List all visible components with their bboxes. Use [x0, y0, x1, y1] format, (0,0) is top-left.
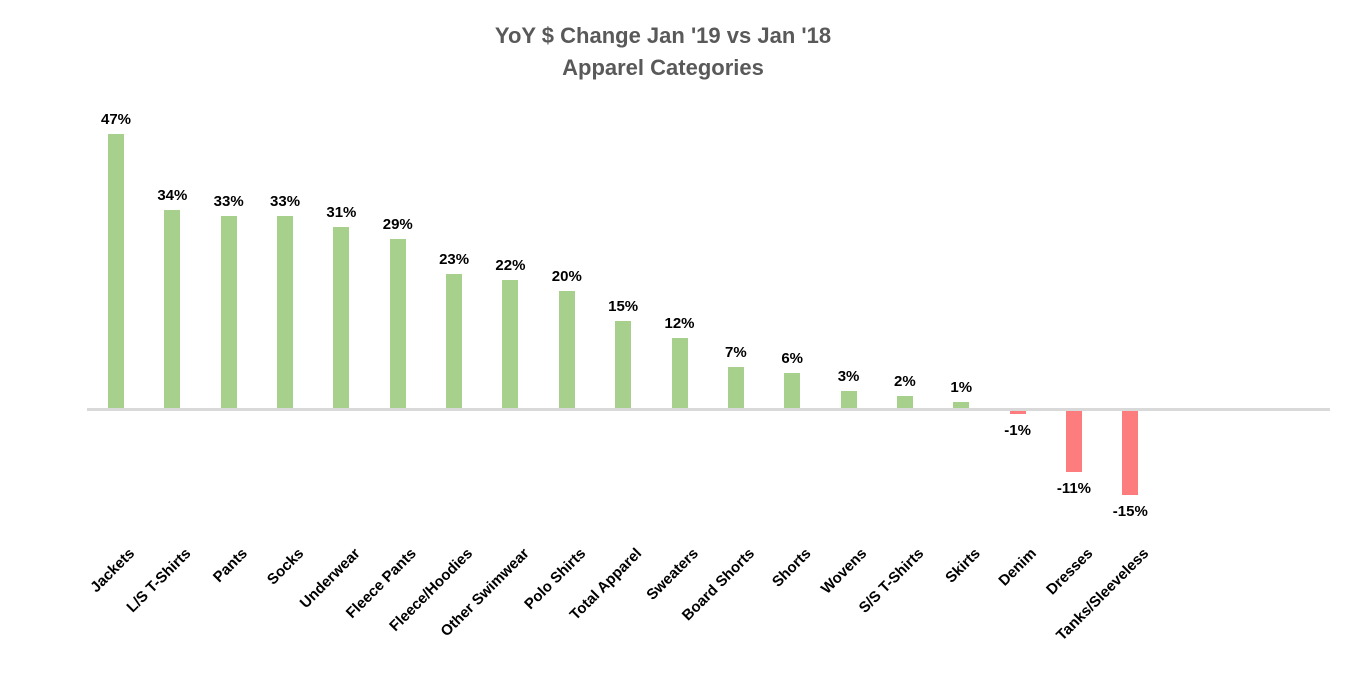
- bar-socks: [277, 215, 294, 408]
- x-axis-line: [87, 408, 1330, 411]
- bar-tanks-sleeveless: [1122, 408, 1139, 496]
- value-label-underwear: 31%: [326, 204, 357, 222]
- value-label-dresses: -11%: [1056, 480, 1092, 498]
- category-label-denim: Denim: [995, 545, 1040, 590]
- bar-skirts: [953, 402, 970, 408]
- bar-s-s-t-shirts: [896, 396, 913, 408]
- value-label-tanks-sleeveless: -15%: [1112, 503, 1148, 521]
- bar-pants: [220, 215, 237, 408]
- category-label-socks: Socks: [263, 545, 308, 589]
- value-label-fleece-pants: 29%: [382, 215, 413, 233]
- bar-shorts: [784, 373, 801, 408]
- category-label-dresses: Dresses: [1042, 545, 1096, 599]
- value-label-s-s-t-shirts: 2%: [894, 373, 916, 391]
- bar-dresses: [1065, 408, 1082, 473]
- value-label-wovens: 3%: [837, 367, 860, 385]
- bar-polo-shirts: [558, 291, 575, 408]
- bar-other-swimwear: [502, 279, 519, 408]
- value-label-shorts: 6%: [781, 350, 804, 368]
- category-label-wovens: Wovens: [818, 545, 871, 598]
- bar-sweaters: [671, 338, 688, 408]
- chart-title: YoY $ Change Jan '19 vs Jan '18 Apparel …: [0, 20, 1326, 84]
- category-label-sweaters: Sweaters: [642, 545, 702, 604]
- chart-title-line2: Apparel Categories: [562, 55, 764, 80]
- value-label-jackets: 47%: [100, 110, 132, 128]
- bar-fleece-hoodies: [446, 273, 463, 408]
- value-label-denim: -1%: [1004, 421, 1031, 439]
- bar-wovens: [840, 390, 857, 408]
- bar-total-apparel: [615, 320, 632, 408]
- value-label-socks: 33%: [270, 192, 301, 210]
- value-label-l-s-t-shirts: 34%: [157, 186, 188, 204]
- value-label-skirts: 1%: [950, 379, 973, 397]
- category-label-shorts: Shorts: [768, 545, 815, 591]
- value-label-sweaters: 12%: [664, 315, 695, 333]
- category-label-pants: Pants: [209, 545, 251, 586]
- bar-l-s-t-shirts: [164, 209, 181, 408]
- bar-fleece-pants: [389, 238, 406, 408]
- value-label-fleece-hoodies: 23%: [439, 250, 470, 268]
- value-label-board-shorts: 7%: [725, 344, 747, 362]
- category-label-skirts: Skirts: [941, 545, 984, 587]
- bar-board-shorts: [727, 367, 744, 408]
- value-label-total-apparel: 15%: [608, 297, 639, 315]
- category-label-jackets: Jackets: [87, 545, 139, 596]
- value-label-pants: 33%: [213, 192, 244, 210]
- value-label-other-swimwear: 22%: [495, 256, 526, 274]
- bar-jackets: [108, 133, 124, 408]
- value-label-polo-shirts: 20%: [551, 268, 582, 286]
- bar-underwear: [333, 227, 350, 408]
- chart-title-line1: YoY $ Change Jan '19 vs Jan '18: [494, 23, 832, 48]
